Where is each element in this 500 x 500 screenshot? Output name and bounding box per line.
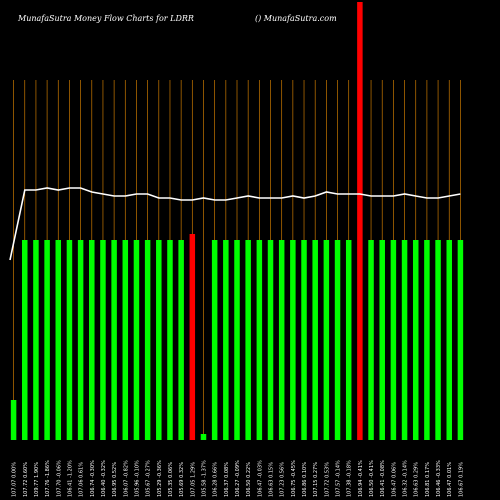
bar <box>100 240 106 440</box>
bar <box>200 434 207 440</box>
bar <box>435 240 441 440</box>
x-tick-label: 106.94 -0.41% <box>358 460 364 497</box>
x-tick-label: 106.27 -0.09% <box>235 460 241 497</box>
x-tick-label: 106.07 -0.82% <box>123 460 129 497</box>
bar <box>312 240 318 440</box>
x-tick-labels: 107.07 0.00% 107.72 0.60% 109.77 1.90% 107.… <box>12 460 465 497</box>
x-tick-label: 107.70 -0.06% <box>56 460 62 497</box>
x-tick-label: 105.35 0.06% <box>168 462 174 497</box>
x-tick-label: 105.58 -1.37% <box>201 460 207 497</box>
bar <box>345 240 352 440</box>
x-tick-label: 106.67 0.19% <box>458 462 464 497</box>
bar <box>301 240 307 440</box>
bar <box>122 240 129 440</box>
bar <box>267 240 274 440</box>
x-tick-label: 106.41 -1.20% <box>67 460 73 497</box>
x-tick-label: 106.74 -0.30% <box>90 460 96 497</box>
bar <box>144 240 151 440</box>
x-tick-label: 105.96 -0.10% <box>134 460 140 497</box>
bar <box>245 240 251 440</box>
bar <box>156 240 162 440</box>
x-tick-label: 107.57 -0.14% <box>336 460 342 497</box>
chart-title: MunafaSutra Money Flow Charts for LDRR <box>17 14 194 23</box>
x-tick-label: 106.86 0.10% <box>302 462 308 497</box>
x-tick-label: 105.29 -0.36% <box>157 460 163 497</box>
bar <box>211 240 218 440</box>
bar <box>167 240 173 440</box>
x-tick-label: 107.23 0.56% <box>280 462 286 497</box>
x-tick-label: 106.40 -0.32% <box>101 460 107 497</box>
x-tick-label: 107.72 0.60% <box>23 462 29 497</box>
price-line-series <box>9 187 461 261</box>
bar <box>256 240 263 440</box>
x-tick-label: 105.67 -0.27% <box>146 460 152 497</box>
bar <box>111 240 117 440</box>
x-tick-label: 106.50 0.22% <box>246 462 252 497</box>
x-tick-label: 106.41 -0.08% <box>380 460 386 497</box>
bar <box>10 400 17 440</box>
x-tick-label: 106.47 0.01% <box>447 462 453 497</box>
bar <box>22 240 28 440</box>
bar <box>323 240 330 440</box>
bar <box>133 240 140 440</box>
bar <box>223 240 229 440</box>
x-tick-label: 106.63 0.15% <box>269 462 275 497</box>
bar <box>290 240 296 440</box>
price-line <box>9 187 461 261</box>
x-tick-label: 106.37 0.08% <box>224 462 230 497</box>
x-tick-label: 106.50 -0.41% <box>369 460 375 497</box>
bar <box>401 240 408 440</box>
bar <box>44 240 50 440</box>
chart-subtitle: () MunafaSutra.com <box>255 14 337 23</box>
bar-series <box>10 2 464 440</box>
bar <box>66 240 73 440</box>
x-tick-label: 106.46 -0.33% <box>436 460 442 497</box>
bar <box>33 240 39 440</box>
bar <box>278 240 285 440</box>
x-tick-label: 106.75 -0.45% <box>291 460 297 497</box>
x-tick-label: 107.76 -1.86% <box>45 460 51 497</box>
bar <box>457 240 464 440</box>
bar <box>55 240 62 440</box>
x-tick-label: 107.05 1.29% <box>190 462 196 497</box>
x-tick-label: 105.69 0.32% <box>179 462 185 497</box>
x-tick-label: 107.07 0.00% <box>12 462 18 497</box>
bar <box>189 234 196 440</box>
x-tick-label: 107.15 0.27% <box>313 462 319 497</box>
bar <box>412 240 419 440</box>
bar <box>89 240 95 440</box>
bar <box>446 240 452 440</box>
x-tick-label: 106.81 0.17% <box>425 462 431 497</box>
bar <box>390 240 397 440</box>
bar <box>379 240 385 440</box>
bar <box>178 240 184 440</box>
x-tick-label: 107.72 0.53% <box>324 462 330 497</box>
x-tick-label: 106.47 -0.03% <box>257 460 263 497</box>
x-tick-label: 106.32 -0.14% <box>403 460 409 497</box>
x-tick-label: 109.77 1.90% <box>34 462 40 497</box>
bar <box>334 240 341 440</box>
bar <box>77 240 84 440</box>
bar <box>234 240 240 440</box>
x-tick-label: 107.38 -0.18% <box>347 460 353 497</box>
bar <box>368 240 374 440</box>
x-tick-label: 107.06 0.61% <box>79 462 85 497</box>
x-tick-label: 106.63 0.29% <box>414 462 420 497</box>
bar <box>424 240 430 440</box>
x-tick-label: 106.47 0.06% <box>391 462 397 497</box>
x-tick-label: 106.95 0.52% <box>112 462 118 497</box>
x-tick-label: 106.28 0.66% <box>213 462 219 497</box>
bar <box>357 2 363 440</box>
